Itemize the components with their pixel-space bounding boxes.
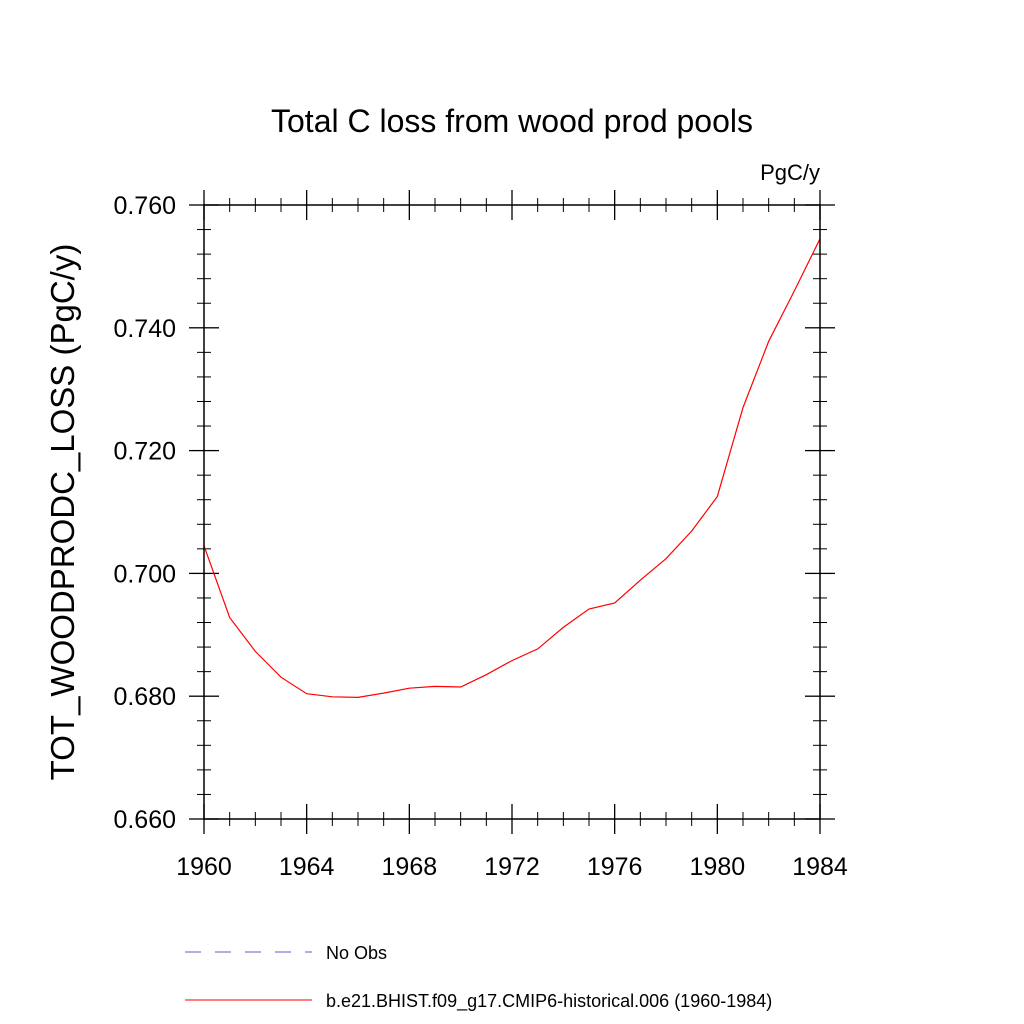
legend-entry-label: b.e21.BHIST.f09_g17.CMIP6-historical.006… (326, 991, 772, 1012)
axis-ticks (189, 190, 835, 834)
legend-entry-label: No Obs (326, 943, 387, 963)
y-tick-label: 0.700 (113, 560, 176, 588)
plot-frame (203, 204, 821, 820)
tick-labels: 1960 1964 1968 1972 1976 1980 1984 0.660 0.680 0.… (113, 192, 847, 881)
legend: No Obs b.e21.BHIST.f09_g17.CMIP6-historic… (185, 943, 772, 1012)
x-tick-label: 1964 (279, 853, 335, 881)
y-tick-label: 0.760 (113, 192, 176, 220)
series-line-1 (203, 238, 821, 699)
x-tick-label: 1960 (176, 853, 232, 881)
y-tick-label: 0.720 (113, 438, 176, 466)
y-axis-label: TOT_WOODPRODC_LOSS (PgC/y) (44, 244, 81, 781)
x-tick-label: 1984 (792, 853, 848, 881)
x-tick-label: 1976 (587, 853, 643, 881)
y-tick-label: 0.680 (113, 683, 176, 711)
x-tick-label: 1972 (484, 853, 540, 881)
x-tick-label: 1980 (690, 853, 746, 881)
plot-series (203, 238, 821, 699)
x-tick-label: 1968 (382, 853, 438, 881)
units-label: PgC/y (760, 160, 820, 185)
y-tick-label: 0.660 (113, 806, 176, 834)
chart-title: Total C loss from wood prod pools (271, 103, 753, 139)
y-tick-label: 0.740 (113, 315, 176, 343)
